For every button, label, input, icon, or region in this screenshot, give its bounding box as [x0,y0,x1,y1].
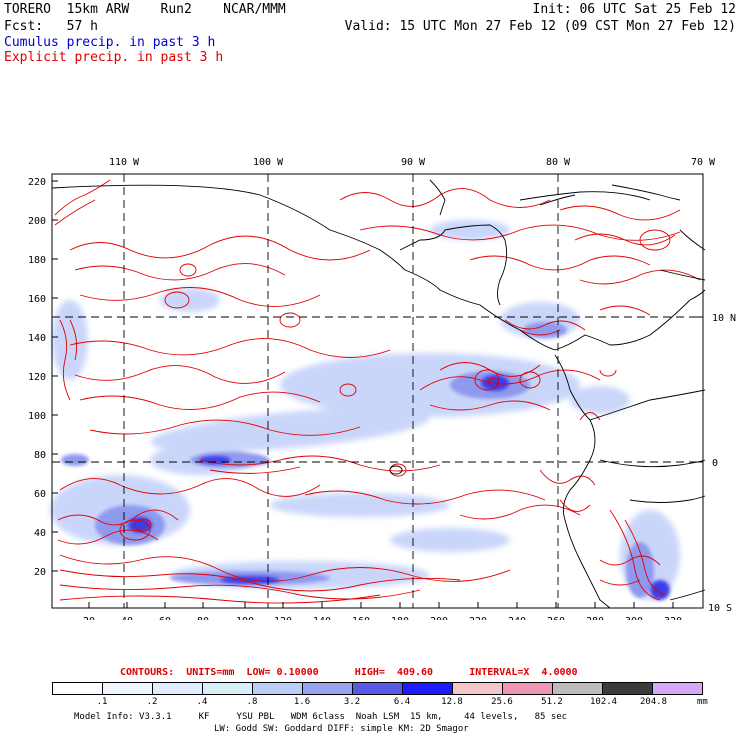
x-tick: 40 [121,616,133,620]
colorbar-level-label: 12.8 [441,697,463,707]
x-tick: 260 [547,616,565,620]
forecast-hour: Fcst: 57 h [4,19,98,34]
valid-time: Valid: 15 UTC Mon 27 Feb 12 (09 CST Mon … [344,19,736,34]
colorbar-level-label: 1.6 [293,697,311,707]
legend-explicit: Explicit precip. in past 3 h [4,50,224,65]
colorbar-swatch [202,682,253,695]
y-tick: 100 [28,411,46,422]
x-tick: 180 [391,616,409,620]
y-tick: 80 [34,450,46,461]
x-tick: 100 [236,616,254,620]
cumulus-shading [50,220,680,600]
colorbar-swatch [502,682,553,695]
lon-label-70w: 70 W [691,157,716,168]
colorbar-swatch [452,682,503,695]
lon-label-90w: 90 W [401,157,426,168]
x-tick: 200 [430,616,448,620]
colorbar-swatch [52,682,103,695]
init-time: Init: 06 UTC Sat 25 Feb 12 [532,2,737,17]
map-frame [51,173,704,609]
y-tick: 140 [28,333,46,344]
colorbar-swatch [252,682,303,695]
y-tick: 40 [34,528,46,539]
x-tick: 140 [313,616,331,620]
legend-cumulus: Cumulus precip. in past 3 h [4,35,216,50]
colorbar-swatch [302,682,353,695]
colorbar-swatch [352,682,403,695]
colorbar-swatch [652,682,703,695]
lon-label-80w: 80 W [546,157,571,168]
physics-info: LW: Godd SW: Goddard DIFF: simple KM: 2D… [214,724,469,734]
x-tick: 20 [83,616,95,620]
lon-label-100w: 100 W [253,157,284,168]
colorbar-level-label: .2 [146,697,158,707]
y-tick: 220 [28,177,46,188]
y-tick: 60 [34,489,46,500]
colorbar-swatch [152,682,203,695]
colorbar-level-label: 6.4 [393,697,411,707]
x-tick: 220 [469,616,487,620]
colorbar-level-label: .1 [96,697,108,707]
model-info: Model Info: V3.3.1 KF YSU PBL WDM 6class… [74,712,568,722]
x-tick: 280 [586,616,604,620]
precip-map: 110 W 100 W 90 W 80 W 70 W 10 N 0 10 S [28,157,736,620]
colorbar-swatch [552,682,603,695]
colorbar-level-label: 102.4 [590,697,618,707]
colorbar-swatch [102,682,153,695]
colorbar-level-label: 3.2 [343,697,361,707]
x-tick: 120 [274,616,292,620]
colorbar-level-label: 204.8 [640,697,668,707]
colorbar-swatch [402,682,453,695]
explicit-contours [54,179,701,604]
contour-info: CONTOURS: UNITS=mm LOW= 0.10000 HIGH= 40… [120,667,578,678]
colorbar-level-label: .8 [246,697,258,707]
x-tick: 300 [625,616,643,620]
model-title: TORERO 15km ARW Run2 NCAR/MMM [4,2,286,17]
colorbar-unit: mm [697,697,708,707]
y-tick: 120 [28,372,46,383]
lat-label-10s: 10 S [708,603,732,614]
y-tick: 200 [28,216,46,227]
y-tick: 20 [34,567,46,578]
y-tick: 160 [28,294,46,305]
x-tick: 320 [664,616,682,620]
coastlines [51,179,706,609]
colorbar-level-label: 25.6 [491,697,513,707]
x-tick: 60 [159,616,171,620]
lat-label-0: 0 [712,458,718,469]
x-tick: 240 [508,616,526,620]
colorbar-level-label: .4 [196,697,208,707]
x-tick: 80 [197,616,209,620]
y-tick: 180 [28,255,46,266]
colorbar-level-label: 51.2 [541,697,563,707]
lat-label-10n: 10 N [712,313,736,324]
lon-label-110w: 110 W [109,157,140,168]
x-tick: 160 [352,616,370,620]
colorbar-swatch [602,682,653,695]
latlon-grid [52,174,703,608]
